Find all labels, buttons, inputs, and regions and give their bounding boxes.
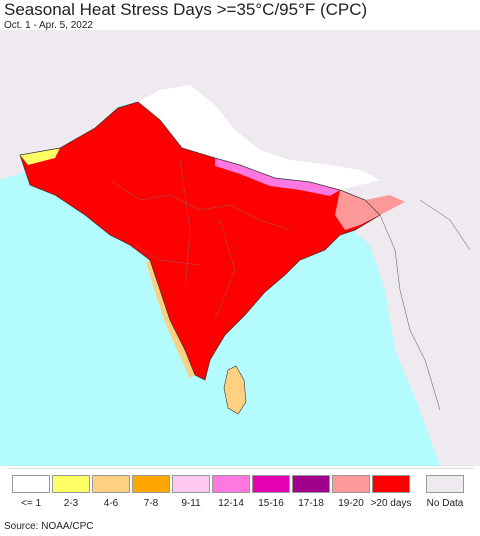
legend-swatch (92, 475, 130, 493)
legend-label: >20 days (370, 498, 412, 509)
interior-borders (109, 159, 291, 321)
legend-swatch (52, 475, 90, 493)
eastern-borders (379, 199, 471, 411)
legend-swatch-nodata (426, 475, 464, 493)
legend-label: 7-8 (143, 498, 159, 509)
low-stress-himalaya (138, 85, 380, 190)
legend-swatch (252, 475, 290, 493)
source-credit: Source: NOAA/CPC (4, 521, 94, 532)
legend-label: 17-18 (298, 498, 324, 509)
nodata-land-north (0, 30, 480, 466)
legend-label-nodata: No Data (426, 498, 464, 509)
legend-swatch (212, 475, 250, 493)
legend-swatch (172, 475, 210, 493)
legend-swatch (372, 475, 410, 493)
map-title: Seasonal Heat Stress Days >=35°C/95°F (C… (4, 0, 368, 19)
coastal-band-northwest (20, 148, 60, 165)
legend-swatch (12, 475, 50, 493)
heat-stress-map (0, 30, 480, 466)
legend-label: 19-20 (338, 498, 364, 509)
legend-label: 12-14 (218, 498, 244, 509)
transition-band-east (335, 190, 405, 230)
legend-swatch (132, 475, 170, 493)
coastal-band-west (146, 260, 195, 378)
date-range: Oct. 1 - Apr. 5, 2022 (4, 20, 93, 31)
legend-label: <= 1 (20, 498, 42, 509)
legend-swatch (332, 475, 370, 493)
legend-label: 15-16 (258, 498, 284, 509)
sri-lanka (223, 365, 247, 415)
legend-label: 9-11 (181, 498, 201, 509)
legend: <= 1 2-3 4-6 7-8 9-11 12-14 15-16 17-18 … (8, 468, 474, 517)
country-borders (19, 101, 381, 381)
legend-label: 2-3 (63, 498, 79, 509)
legend-swatch (292, 475, 330, 493)
legend-label: 4-6 (103, 498, 119, 509)
heat-region-mainland (20, 102, 380, 380)
